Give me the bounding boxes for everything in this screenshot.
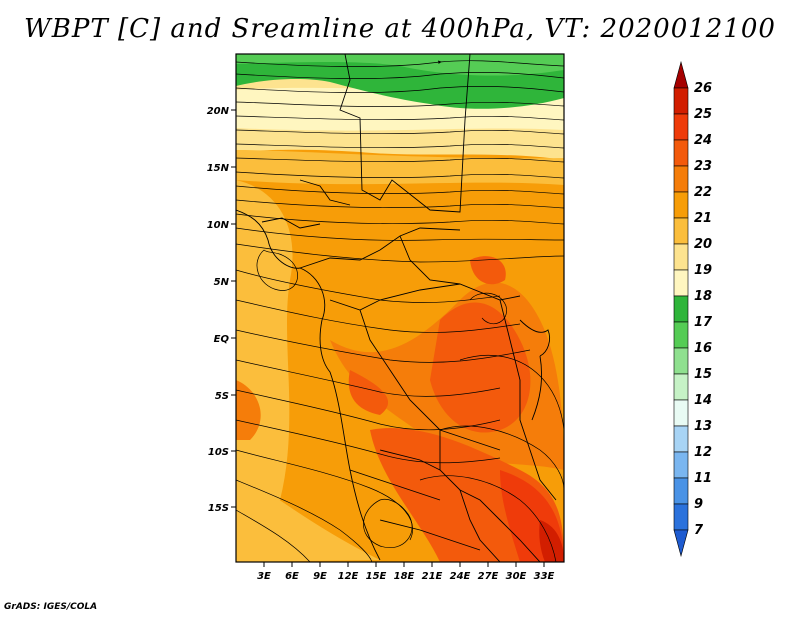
colorbar-segment <box>673 347 689 375</box>
colorbar-segment <box>673 217 689 245</box>
colorbar-label: 21 <box>694 211 712 226</box>
colorbar-label: 19 <box>694 263 712 278</box>
colorbar-segment <box>673 269 689 297</box>
latitude-labels: 20N 15N 10N 5N EQ 5S 10S 15S <box>207 106 230 514</box>
streamlines <box>236 60 564 562</box>
lat-label: EQ <box>214 334 230 345</box>
lat-label: 5N <box>214 277 230 288</box>
colorbar-segment <box>673 191 689 219</box>
lat-label: 10N <box>207 220 230 231</box>
wbpt-shading <box>236 54 564 562</box>
grads-credit: GrADS: IGES/COLA <box>4 602 98 612</box>
colorbar-segment <box>673 503 689 531</box>
colorbar-segment <box>673 529 689 558</box>
lon-label: 21E <box>422 571 443 582</box>
colorbar-segment <box>673 399 689 427</box>
colorbar-label: 24 <box>694 133 712 148</box>
country-borders <box>236 54 557 562</box>
colorbar-segment <box>673 425 689 453</box>
lon-label: 24E <box>450 571 471 582</box>
colorbar-label: 14 <box>694 393 712 408</box>
colorbar-label: 25 <box>694 107 712 122</box>
colorbar-label: 12 <box>694 445 712 460</box>
colorbar-segment <box>673 373 689 401</box>
colorbar-segment <box>673 60 689 89</box>
lon-label: 3E <box>257 571 271 582</box>
colorbar-segment <box>673 451 689 479</box>
colorbar-label: 26 <box>694 81 712 96</box>
lon-label: 9E <box>313 571 327 582</box>
lon-label: 6E <box>285 571 299 582</box>
colorbar-segment <box>673 321 689 349</box>
lat-label: 20N <box>207 106 230 117</box>
colorbar-segment <box>673 165 689 193</box>
colorbar-label: 20 <box>694 237 712 252</box>
lon-label: 18E <box>394 571 415 582</box>
colorbar-label: 22 <box>694 185 712 200</box>
lon-label: 15E <box>366 571 387 582</box>
map-title: WBPT [C] and Sreamline at 400hPa, VT: 20… <box>24 14 776 44</box>
colorbar-label: 23 <box>694 159 712 174</box>
colorbar-segment <box>673 87 689 115</box>
colorbar-segment <box>673 477 689 505</box>
axis-ticks <box>231 109 545 567</box>
lon-label: 27E <box>478 571 499 582</box>
colorbar-segment <box>673 139 689 167</box>
lon-label: 33E <box>534 571 555 582</box>
lat-label: 5S <box>215 391 229 402</box>
lat-label: 10S <box>208 447 229 458</box>
map-frame <box>235 53 565 563</box>
lat-label: 15S <box>208 503 229 514</box>
colorbar-segment <box>673 295 689 323</box>
colorbar-label: 17 <box>694 315 713 330</box>
colorbar-label: 13 <box>694 419 712 434</box>
lon-label: 30E <box>506 571 527 582</box>
lat-label: 15N <box>207 163 230 174</box>
longitude-labels: 3E 6E 9E 12E 15E 18E 21E 24E 27E 30E 33E <box>257 571 554 582</box>
colorbar: 26 25 24 23 22 21 20 19 18 17 16 15 14 13 12 11 9 7 <box>673 60 713 558</box>
colorbar-label: 18 <box>694 289 712 304</box>
colorbar-label: 15 <box>694 367 712 382</box>
colorbar-label: 16 <box>694 341 712 356</box>
colorbar-label: 7 <box>694 523 704 538</box>
colorbar-label: 9 <box>694 497 703 512</box>
colorbar-segment <box>673 243 689 271</box>
lon-label: 12E <box>338 571 359 582</box>
colorbar-segment <box>673 113 689 141</box>
colorbar-label: 11 <box>694 471 712 486</box>
